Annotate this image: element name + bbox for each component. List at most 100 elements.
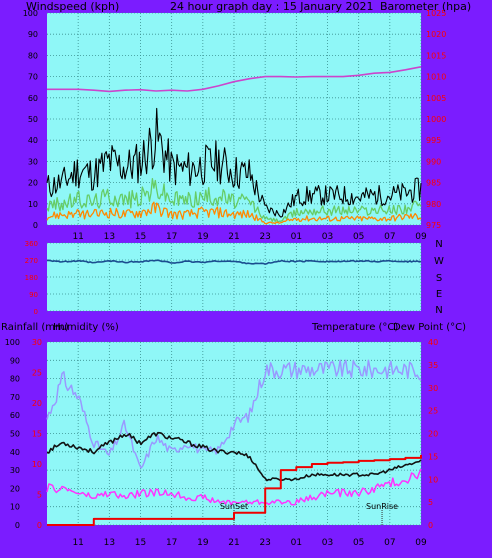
barometer-axis-label: 980 [426, 200, 441, 209]
humidity-axis-label: 10 [10, 503, 20, 512]
hour-tick-label: 07 [384, 232, 395, 242]
hour-tick-label: 03 [322, 232, 333, 242]
temperature-line [46, 431, 422, 482]
direction-axis-label: 180 [25, 274, 38, 282]
sunrise-label: SunRise [366, 502, 398, 511]
wind-axis-label: 70 [28, 73, 38, 82]
rainfall-axis-label: 15 [32, 430, 42, 439]
hour-tick-label: 13 [104, 538, 115, 548]
wind-axis-label: 50 [28, 115, 38, 124]
compass-label: N [435, 239, 442, 250]
hour-tick-label: 19 [197, 232, 209, 242]
hour-tick-label: 05 [353, 232, 364, 242]
temperature-label: Temperature (°C) [311, 322, 398, 333]
rainfall-axis-label: 10 [32, 460, 42, 469]
hour-tick-label: 01 [291, 538, 302, 548]
direction-axis-label: 270 [25, 257, 38, 265]
hour-tick-label: 23 [259, 538, 270, 548]
rainfall-axis-label: 25 [32, 369, 42, 378]
rainfall-label: Rainfall (mm) [1, 322, 69, 333]
wind-axis-label: 20 [28, 179, 38, 188]
humidity-axis-label: 70 [10, 393, 20, 402]
humidity-label: Humidity (%) [53, 322, 119, 333]
hour-tick-label: 03 [322, 538, 333, 548]
humidity-axis-label: 20 [10, 484, 20, 493]
hour-tick-label: 01 [291, 232, 302, 242]
barometer-axis-label: 995 [426, 136, 441, 145]
humidity-axis-label: 40 [10, 448, 20, 457]
temperature-axis-label: 35 [428, 361, 438, 370]
wind-axis-label: 80 [28, 51, 38, 60]
barometer-axis-label: 990 [426, 157, 441, 166]
hour-tick-label: 05 [353, 538, 364, 548]
hour-tick-label: 15 [135, 538, 146, 548]
humidity-axis-label: 80 [10, 375, 20, 384]
direction-grid [47, 242, 422, 312]
wind-axis-label: 10 [28, 200, 38, 209]
barometer-axis-label: 1010 [426, 73, 446, 82]
temperature-axis-label: 20 [428, 430, 438, 439]
temperature-axis-label: 30 [428, 384, 438, 393]
dew-point-label: Dew Point (°C) [393, 322, 466, 333]
rainfall-line [47, 454, 422, 526]
temperature-axis-label: 10 [428, 475, 438, 484]
sunset-label: SunSet [220, 502, 248, 511]
barometer-axis-label: 1015 [426, 51, 446, 60]
barometer-axis-label: 975 [426, 221, 441, 230]
barometer-axis-label: 1000 [426, 115, 446, 124]
dew-point-line [46, 468, 422, 506]
hour-tick-label: 13 [104, 232, 115, 242]
hour-tick-label: 21 [228, 232, 239, 242]
direction-axis-label: 0 [34, 308, 38, 316]
wind-speed-line [46, 201, 422, 225]
hour-tick-label: 15 [135, 232, 146, 242]
humidity-axis-label: 60 [10, 411, 20, 420]
wind-direction-line [46, 259, 422, 265]
wind-axis-label: 100 [23, 9, 38, 18]
humidity-axis-label: 0 [15, 521, 20, 530]
direction-series [46, 259, 422, 265]
rainfall-axis-label: 5 [37, 491, 42, 500]
barometer-axis-label: 985 [426, 179, 441, 188]
climate-series [46, 359, 422, 526]
temperature-axis-label: 5 [428, 498, 433, 507]
compass-label: S [436, 273, 442, 284]
hour-tick-label: 07 [384, 538, 395, 548]
barometer-axis-label: 1005 [426, 94, 446, 103]
windspeed-label: Windspeed (kph) [26, 0, 119, 13]
hour-tick-label: 23 [259, 232, 270, 242]
hour-tick-label: 21 [228, 538, 239, 548]
humidity-axis-label: 50 [10, 430, 20, 439]
temperature-axis-label: 25 [428, 407, 438, 416]
direction-axis-label: 90 [29, 291, 38, 299]
wind-gust-line [46, 107, 422, 218]
humidity-axis-label: 90 [10, 356, 20, 365]
rainfall-axis-label: 20 [32, 399, 42, 408]
barometer-line [47, 66, 422, 93]
climate-tick-labels: 0102030405060708090100051015202530051015… [5, 338, 438, 548]
hour-tick-label: 09 [415, 538, 427, 548]
rainfall-axis-label: 30 [32, 338, 42, 347]
hour-tick-label: 11 [72, 538, 83, 548]
graph-title: 24 hour graph day : 15 January 2021 [170, 0, 374, 13]
temperature-axis-label: 40 [428, 338, 438, 347]
temperature-axis-label: 0 [428, 521, 433, 530]
hour-tick-label: 17 [166, 232, 177, 242]
barometer-label: Barometer (hpa) [380, 0, 471, 13]
barometer-axis-label: 1020 [426, 30, 446, 39]
compass-label: W [434, 256, 444, 267]
hour-tick-label: 19 [197, 538, 209, 548]
compass-label: E [436, 289, 442, 300]
wind-axis-label: 60 [28, 94, 38, 103]
barometer-axis-label: 1025 [426, 9, 446, 18]
wind-axis-label: 30 [28, 157, 38, 166]
wind-tick-labels: 0102030405060708090100975980985990995100… [23, 9, 447, 242]
wind-axis-label: 40 [28, 136, 38, 145]
humidity-axis-label: 100 [5, 338, 20, 347]
wind-average-line [46, 177, 422, 223]
humidity-axis-label: 30 [10, 466, 20, 475]
hour-tick-label: 17 [166, 538, 177, 548]
compass-label: N [435, 305, 442, 316]
